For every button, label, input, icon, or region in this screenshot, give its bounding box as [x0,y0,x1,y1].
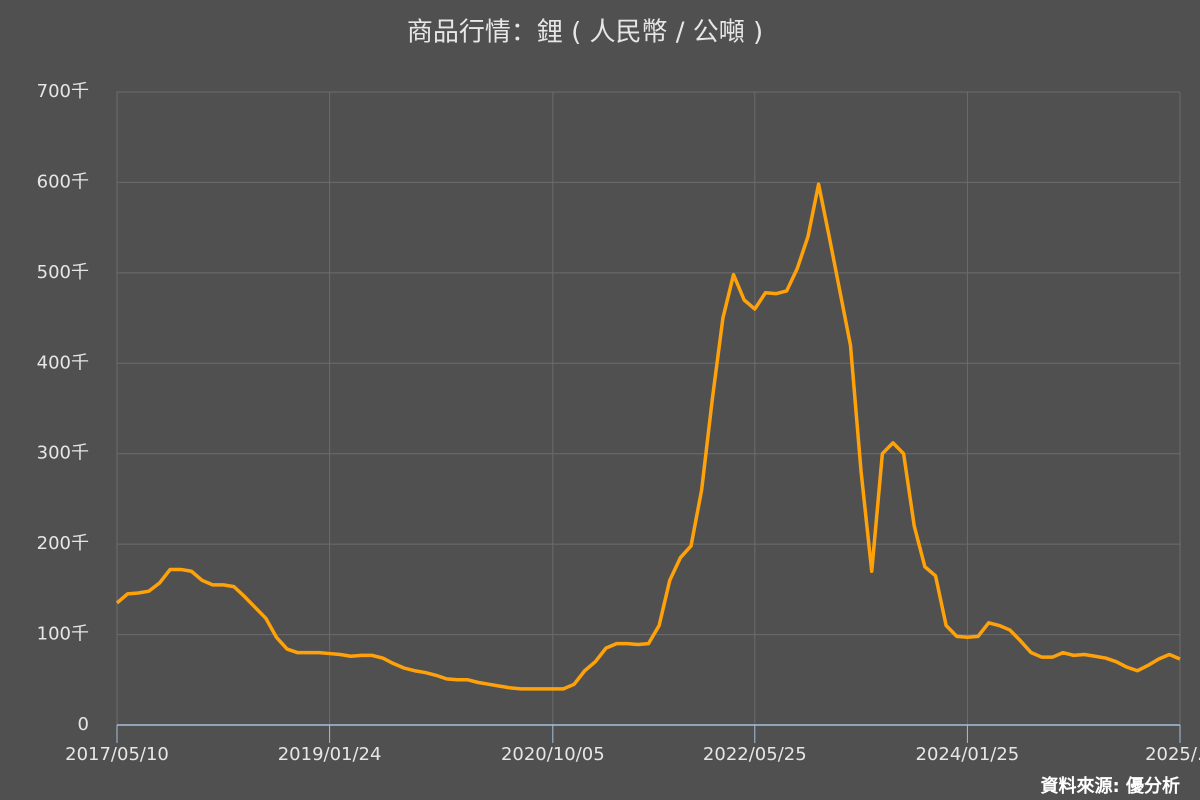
x-tick-label: 2017/05/10 [65,744,169,765]
y-tick-label: 400千 [37,352,89,373]
y-tick-label: 500千 [37,262,89,283]
x-tick-label: 2022/05/25 [703,744,807,765]
y-tick-label: 200千 [37,533,89,554]
y-tick-label: 600千 [37,171,89,192]
x-tick-label: 2024/01/25 [916,744,1020,765]
y-tick-label: 0 [78,714,89,735]
price-line [115,182,1181,691]
x-tick-label: 2020/10/05 [501,744,605,765]
source-note: 資料來源: 優分析 [1041,775,1180,797]
y-tick-label: 700千 [37,81,89,102]
x-tick-label: 2019/01/24 [278,744,382,765]
y-tick-label: 300千 [37,443,89,464]
chart-title: 商品行情：鋰 ( 人民幣 / 公噸 ) [407,18,763,48]
y-tick-label: 100千 [37,624,89,645]
x-tick-label: 2025/… [1145,744,1200,765]
